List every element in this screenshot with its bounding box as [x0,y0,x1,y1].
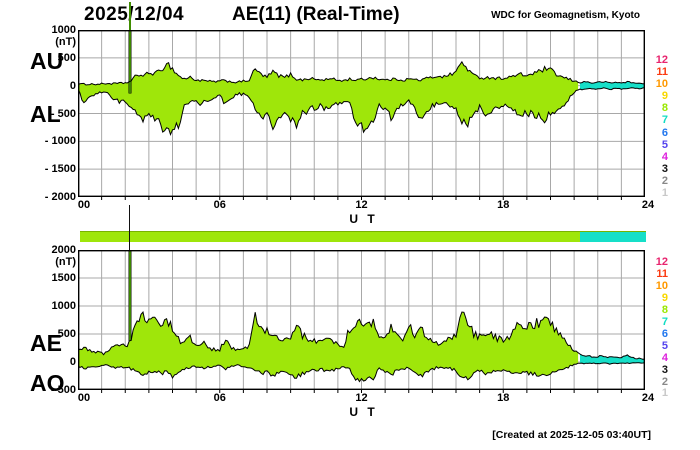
offscale-spike-line-top [129,2,131,30]
y-tick-label: 500 [57,51,76,64]
upper-envelope-outline [78,60,645,86]
offscale-spike [128,30,132,94]
created-at-label: [Created at 2025-12-05 03:40UT] [492,429,651,441]
y-tick-label: 1500 [51,272,76,284]
y-tick-label: - 2000 [44,191,76,203]
station-count-1: 1 [661,186,668,199]
station-count-2: 2 [661,174,668,187]
station-count-6: 6 [661,327,668,340]
x-tick-label: 18 [497,199,510,211]
x-tick-label: 06 [213,199,226,211]
y-tick-label: 0 [69,79,76,92]
station-count-3: 3 [661,162,668,175]
top-panel-chart [78,30,645,200]
station-count-1: 1 [661,387,668,400]
station-count-8: 8 [661,102,668,115]
ut-axis-label: U T [349,405,378,419]
station-count-7: 7 [661,114,668,127]
station-count-8: 8 [661,303,668,316]
station-count-10: 10 [655,279,668,292]
y-tick-label: - 500 [50,107,76,120]
x-tick-label: 12 [355,199,368,211]
y-tick-label: 1000 [51,24,76,36]
plot-title: AE(11) (Real-Time) [232,4,400,25]
y-tick-label: 500 [57,328,76,340]
ae-axis-label: AE [30,330,62,356]
station-count-5: 5 [661,138,668,151]
station-count-3: 3 [661,363,668,376]
bottom-panel-chart [78,250,645,393]
y-tick-label: - 1500 [44,163,76,176]
station-count-10: 10 [655,78,668,91]
panel-frame [78,30,645,198]
panel-frame [78,250,645,391]
station-count-4: 4 [661,351,668,364]
station-count-9: 9 [661,291,668,304]
plot-date: 2025/12/04 [84,4,185,25]
data-quality-colorbar [80,231,646,242]
ao-axis-label: AO [30,370,65,396]
al-axis-label: AL [30,101,61,127]
station-count-6: 6 [661,126,668,139]
data-source-label: WDC for Geomagnetism, Kyoto [491,10,640,21]
station-count-12: 12 [655,256,668,268]
station-count-9: 9 [661,90,668,103]
band-fill-green [78,312,579,382]
y-axis-unit-label: (nT) [55,256,76,268]
y-tick-label: - 500 [50,384,76,396]
station-count-7: 7 [661,315,668,328]
lower-envelope-outline [78,362,645,383]
x-tick-label: 18 [497,392,510,404]
station-count-2: 2 [661,375,668,388]
band-fill-cyan [580,81,645,90]
station-count-11: 11 [656,267,668,280]
station-count-12: 12 [655,54,668,66]
x-tick-label: 06 [213,392,226,404]
y-tick-label: 0 [69,356,76,368]
x-tick-label: 00 [77,199,91,211]
lower-envelope-outline [78,87,645,137]
station-count-11: 11 [656,66,668,79]
ut-axis-label: U T [349,212,378,226]
colorbar-cyan-segment [579,232,646,242]
y-tick-label: 1000 [51,300,76,312]
offscale-spike-line-middle [128,205,131,250]
au-axis-label: AU [30,48,64,74]
y-tick-label: - 1000 [44,135,76,148]
x-tick-label: 12 [355,392,368,404]
y-tick-label: 2000 [51,244,76,256]
x-tick-label: 24 [641,199,655,211]
offscale-spike [128,250,132,341]
x-tick-label: 00 [77,392,91,404]
upper-envelope-outline [78,311,645,360]
station-count-5: 5 [661,339,668,352]
x-tick-label: 24 [641,392,655,404]
y-axis-unit-label: (nT) [55,36,76,48]
colorbar-green-segment [80,232,580,242]
station-count-4: 4 [661,150,668,163]
